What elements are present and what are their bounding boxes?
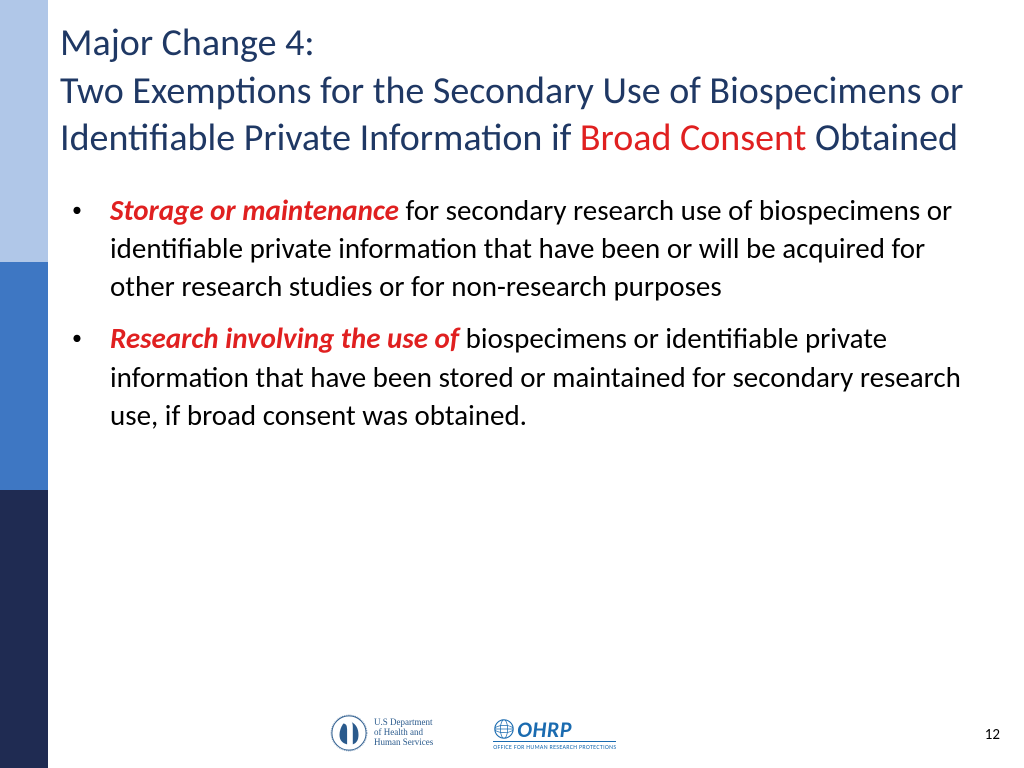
slide-title: Major Change 4: Two Exemptions for the S… (60, 20, 984, 163)
ohrp-main: OHRP (493, 716, 572, 743)
sidebar-band-top (0, 0, 48, 262)
ohrp-letters: OHRP (517, 716, 572, 743)
ohrp-subtitle: OFFICE FOR HUMAN RESEARCH PROTECTIONS (493, 741, 616, 751)
globe-icon (493, 718, 515, 740)
bullet-lead: Research involving the use of (110, 320, 459, 356)
slide-footer: U.S Department of Health and Human Servi… (0, 704, 1024, 752)
bullet-lead: Storage or maintenance (110, 192, 399, 228)
sidebar-band-mid (0, 262, 48, 490)
sidebar-accent (0, 0, 48, 768)
hhs-text: U.S Department of Health and Human Servi… (374, 718, 433, 748)
hhs-seal-icon (330, 714, 368, 752)
bullet-item: Research involving the use of biospecime… (60, 319, 984, 434)
ohrp-logo: OHRP OFFICE FOR HUMAN RESEARCH PROTECTIO… (493, 716, 616, 751)
hhs-logo: U.S Department of Health and Human Servi… (330, 714, 433, 752)
slide-content: Major Change 4: Two Exemptions for the S… (60, 20, 984, 448)
page-number: 12 (985, 726, 1000, 744)
title-line1: Major Change 4: (60, 20, 315, 66)
footer-logos: U.S Department of Health and Human Servi… (330, 714, 616, 752)
hhs-line3: Human Services (374, 738, 433, 748)
title-line2b: Obtained (806, 115, 958, 161)
bullet-item: Storage or maintenance for secondary res… (60, 191, 984, 306)
bullet-list: Storage or maintenance for secondary res… (60, 191, 984, 435)
title-emphasis: Broad Consent (580, 115, 806, 161)
